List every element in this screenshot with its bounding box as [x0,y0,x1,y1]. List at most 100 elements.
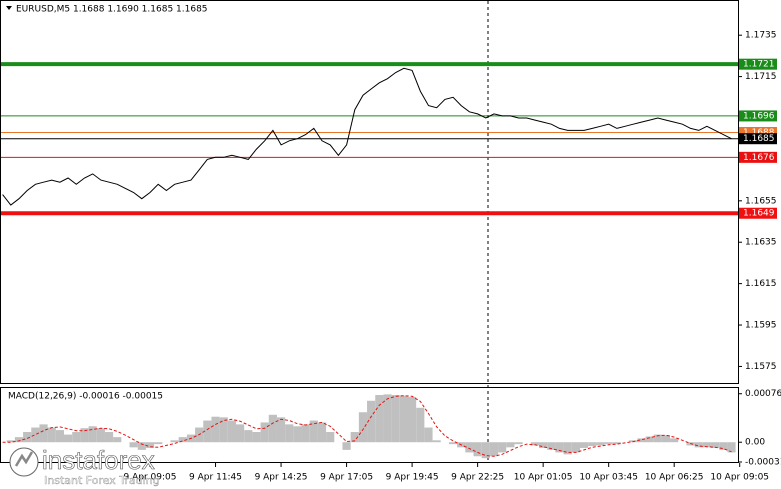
y-tick-label: 1.1655 [745,196,777,206]
macd-bar [702,442,712,448]
macd-bar [399,395,408,443]
macd-bar [260,422,269,443]
macd-bar [547,442,556,450]
x-tick-label: 9 Apr 11:45 [189,473,242,483]
macd-bar [588,442,597,447]
macd-bar [39,424,48,443]
macd-bar [317,422,327,443]
macd-bar [530,442,540,446]
macd-bar [236,424,245,443]
macd-bar [481,442,490,459]
macd-bar [555,442,564,453]
macd-bar [596,442,605,446]
macd-bar [506,442,515,448]
macd-bar [670,438,679,443]
macd-bar [375,395,384,443]
macd-bar [424,427,433,443]
chart-title: EURUSD,M5 1.1688 1.1690 1.1685 1.1685 [16,5,208,15]
macd-bar [727,442,736,453]
y-tick-label: 1.1595 [745,321,777,331]
macd-bar [6,440,15,443]
marks: 1.1735 1.1715 1.1655 1.1635 1.1615 1.1595 1.15… [0,31,781,483]
y-tick-label: 0.00 [745,438,765,448]
macd-bar [154,442,163,445]
macd-bar [448,442,458,445]
macd-bar [47,427,56,443]
macd-bar [489,442,499,457]
x-tick-label: 10 Apr 01:05 [514,473,573,483]
macd-bar [711,442,720,448]
signal-line [2,395,732,457]
macd-bar [473,442,482,457]
macd-bar [612,442,621,445]
brand: instaforex [42,445,155,475]
level-label-box [739,110,777,122]
macd-title: MACD(12,26,9) -0.00016 -0.00015 [8,392,163,402]
macd-bar [170,440,179,443]
macd-bar [227,420,237,443]
x-tick-label: 10 Apr 06:25 [645,473,704,483]
logo-mark [14,451,34,467]
macd-bar [383,394,392,443]
macd-bar [145,442,155,448]
x-tick-label: 9 Apr 09:05 [124,473,177,483]
level-label-box [739,151,777,163]
level-label: 1.1721 [743,60,775,70]
macd-bar [80,428,89,443]
macd-bar [571,442,580,453]
watermark: instaforex Instant Forex Trading [9,445,160,487]
macd-bar [563,442,572,455]
macd-bar [293,426,302,443]
x-tick-label: 9 Apr 19:45 [386,473,439,483]
macd-bar [465,442,474,453]
x-tick-label: 10 Apr 03:45 [579,473,638,483]
macd-bar [301,424,310,443]
y-tick-label: 1.1575 [745,362,777,372]
macd-bar [358,412,368,443]
level-label: 1.1676 [743,153,775,163]
macd-bar [498,442,507,453]
macd-bar [211,416,220,443]
macd-bar [653,434,662,443]
macd-bar [579,442,589,448]
tagline: Instant Forex Trading [44,474,160,487]
level-label-box [739,133,777,145]
macd-bar [694,442,703,448]
macd-bar [55,430,65,443]
level-label: 1.1696 [743,111,775,121]
macd-bar [350,432,359,443]
level-label: 1.1649 [743,209,775,219]
macd-bar [276,417,286,443]
macd-bar [645,436,654,443]
macd-bar [31,427,40,443]
x-tick-label: 10 Apr 09:05 [710,473,769,483]
macd-bar [661,435,671,443]
macd-bar [637,438,646,443]
macd-bar [104,432,114,443]
macd-bar [72,432,81,443]
macd-bar [203,420,212,443]
x-tick-label: 9 Apr 14:25 [255,473,308,483]
macd-bar [244,430,253,443]
level-label-box [739,58,777,70]
y-tick-label: -0.00031 [745,458,781,468]
macd-bar [14,437,24,443]
y-tick-label: 1.1735 [745,31,777,41]
macd-bar [64,434,73,443]
price-line [2,67,732,206]
macd-bar [391,395,400,443]
level-label-box [739,207,777,219]
macd-bar [178,437,187,443]
macd-bar [342,442,351,450]
logo [9,447,39,477]
y-tick-label: 1.1715 [745,72,777,82]
macd-bar [604,442,613,445]
macd-bar [219,417,228,443]
level-label-box [739,126,777,138]
macd-bar [416,407,425,443]
macd-bar [252,432,261,443]
menu-arrow [6,6,12,10]
macd-bar [514,442,523,445]
y-tick-label: 1.1635 [745,238,777,248]
